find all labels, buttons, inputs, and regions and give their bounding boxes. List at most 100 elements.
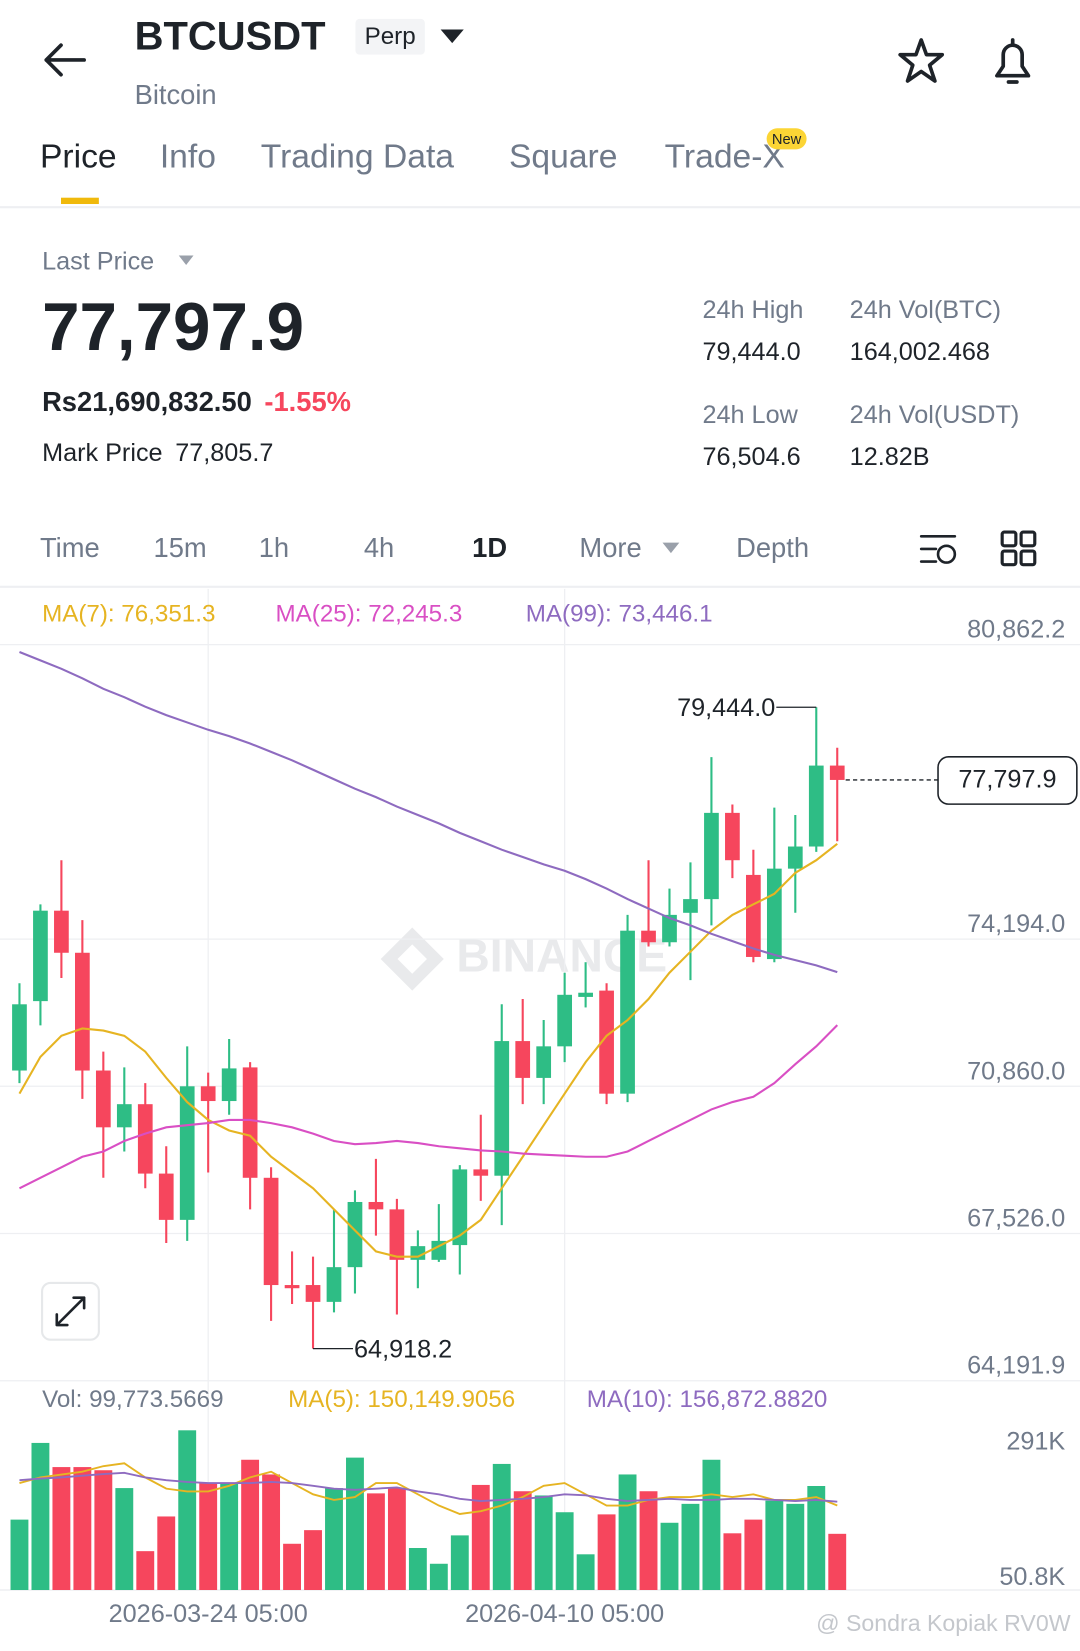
grid-cell — [1019, 530, 1037, 548]
stat-value: 12.82B — [850, 443, 930, 471]
y-tick-label: 67,526.0 — [967, 1205, 1065, 1233]
volume-bar — [660, 1522, 679, 1591]
volume-bar — [429, 1563, 448, 1591]
interval[interactable]: Time — [40, 532, 100, 563]
layout-toggle[interactable] — [1000, 530, 1037, 567]
volume-bar — [408, 1547, 427, 1591]
symbol-title[interactable]: BTCUSDT — [135, 14, 326, 58]
volume-bar — [786, 1503, 805, 1591]
volume-bar — [94, 1470, 113, 1591]
price-change: -1.55% — [264, 386, 351, 417]
more-dropdown[interactable] — [662, 542, 680, 554]
legend-item: MA(99): 73,446.1 — [526, 601, 713, 628]
mark-price: 77,805.7 — [175, 439, 273, 467]
settings-lines — [919, 534, 957, 563]
y-tick-label: 70,860.0 — [967, 1057, 1065, 1085]
interval[interactable]: 1h — [259, 532, 289, 563]
candle-body — [368, 1201, 384, 1210]
candle-body — [766, 868, 782, 960]
volume-bar — [366, 1493, 385, 1591]
grid-cell — [1000, 530, 1018, 548]
candle-body — [829, 765, 845, 780]
legend-item: Vol: 99,773.5669 — [42, 1386, 223, 1413]
tab[interactable]: Square — [509, 139, 617, 176]
volume-chart: Vol: 99,773.5669 MA(5): 150,149.9056 MA(10… — [0, 1386, 1080, 1591]
stat-label: 24h Vol(USDT) — [850, 401, 1020, 429]
perp-badge-bg — [355, 18, 425, 55]
candle-body — [221, 1068, 237, 1102]
volume-bar — [492, 1463, 511, 1591]
candle-body — [704, 812, 719, 900]
candle-body — [158, 1173, 174, 1220]
back-button[interactable] — [44, 43, 86, 77]
volume-bar — [157, 1516, 176, 1591]
candle-body — [494, 1041, 510, 1176]
last-price-tag — [937, 756, 1078, 805]
settings-gear — [936, 544, 957, 564]
interval[interactable]: 15m — [154, 532, 207, 563]
tab[interactable]: Price — [40, 139, 117, 176]
candle-body — [75, 952, 90, 1071]
symbol-dropdown[interactable] — [440, 29, 464, 44]
volume-bar — [618, 1474, 637, 1591]
interval[interactable]: More — [579, 532, 641, 563]
candle-body — [725, 812, 740, 861]
last-price-dropdown[interactable] — [178, 255, 194, 266]
y-tick-label: 291K — [1006, 1428, 1065, 1456]
back-arrow — [44, 43, 86, 77]
last-price-tag-label: 77,797.9 — [958, 766, 1056, 794]
volume-bar — [513, 1491, 532, 1591]
candle-body — [305, 1285, 321, 1302]
x-tick-label: 2026-03-24 05:00 — [109, 1600, 308, 1628]
legend-item: MA(7): 76,351.3 — [42, 601, 215, 628]
candle-body — [95, 1070, 111, 1128]
volume-bar — [136, 1551, 155, 1591]
candle-body — [599, 990, 614, 1094]
tab[interactable]: Info — [160, 139, 216, 176]
tab[interactable]: Trade-X — [665, 139, 785, 176]
interval[interactable]: Depth — [736, 532, 809, 563]
candle-body — [116, 1104, 132, 1128]
x-tick-label: 2026-04-10 05:00 — [465, 1600, 664, 1628]
bell-clapper — [1006, 38, 1019, 84]
volume-bar — [555, 1512, 574, 1591]
candle-body — [641, 930, 656, 943]
symbol-subtitle: Bitcoin — [135, 79, 217, 110]
legend-item: MA(25): 72,245.3 — [276, 601, 463, 628]
candle-body — [787, 846, 803, 869]
candle-body — [200, 1086, 216, 1102]
interval[interactable]: 1D — [472, 532, 507, 563]
logo-diamond — [380, 927, 444, 991]
stat-value: 164,002.468 — [850, 338, 990, 366]
candle-body — [473, 1169, 489, 1176]
candle-body — [263, 1177, 279, 1286]
footer-watermark: @ Sondra Kopiak RV0W — [816, 1610, 1071, 1636]
volume-bar — [534, 1495, 553, 1591]
stat-value: 79,444.0 — [702, 338, 800, 366]
interval[interactable]: 4h — [364, 532, 394, 563]
volume-ma-line — [19, 1471, 838, 1503]
volume-bar — [702, 1459, 721, 1591]
candle-body — [326, 1267, 342, 1302]
favorite-star[interactable] — [898, 38, 945, 83]
alert-bell[interactable] — [995, 38, 1031, 84]
grid-cell — [1019, 549, 1037, 567]
volume-bar — [576, 1554, 595, 1591]
ma-line — [19, 651, 838, 974]
stat-label: 24h Vol(BTC) — [850, 296, 1001, 324]
candle-body — [33, 910, 48, 1002]
fullscreen-button[interactable] — [41, 1281, 100, 1341]
candle-body — [431, 1240, 447, 1260]
candle-body — [389, 1209, 405, 1260]
y-tick-label: 74,194.0 — [967, 910, 1065, 938]
candle-body — [284, 1285, 300, 1289]
fullscreen-icon — [55, 1296, 86, 1327]
tab[interactable]: Trading Data — [261, 139, 455, 176]
candlestick-chart: 2026-03-24 05:00 2026-04-10 05:00 80,862.2… — [0, 588, 1080, 1628]
volume-bar — [346, 1457, 364, 1591]
candle-body — [683, 899, 698, 913]
candle-body — [137, 1104, 153, 1174]
indicator-settings[interactable] — [919, 534, 957, 564]
volume-bar — [283, 1543, 301, 1591]
